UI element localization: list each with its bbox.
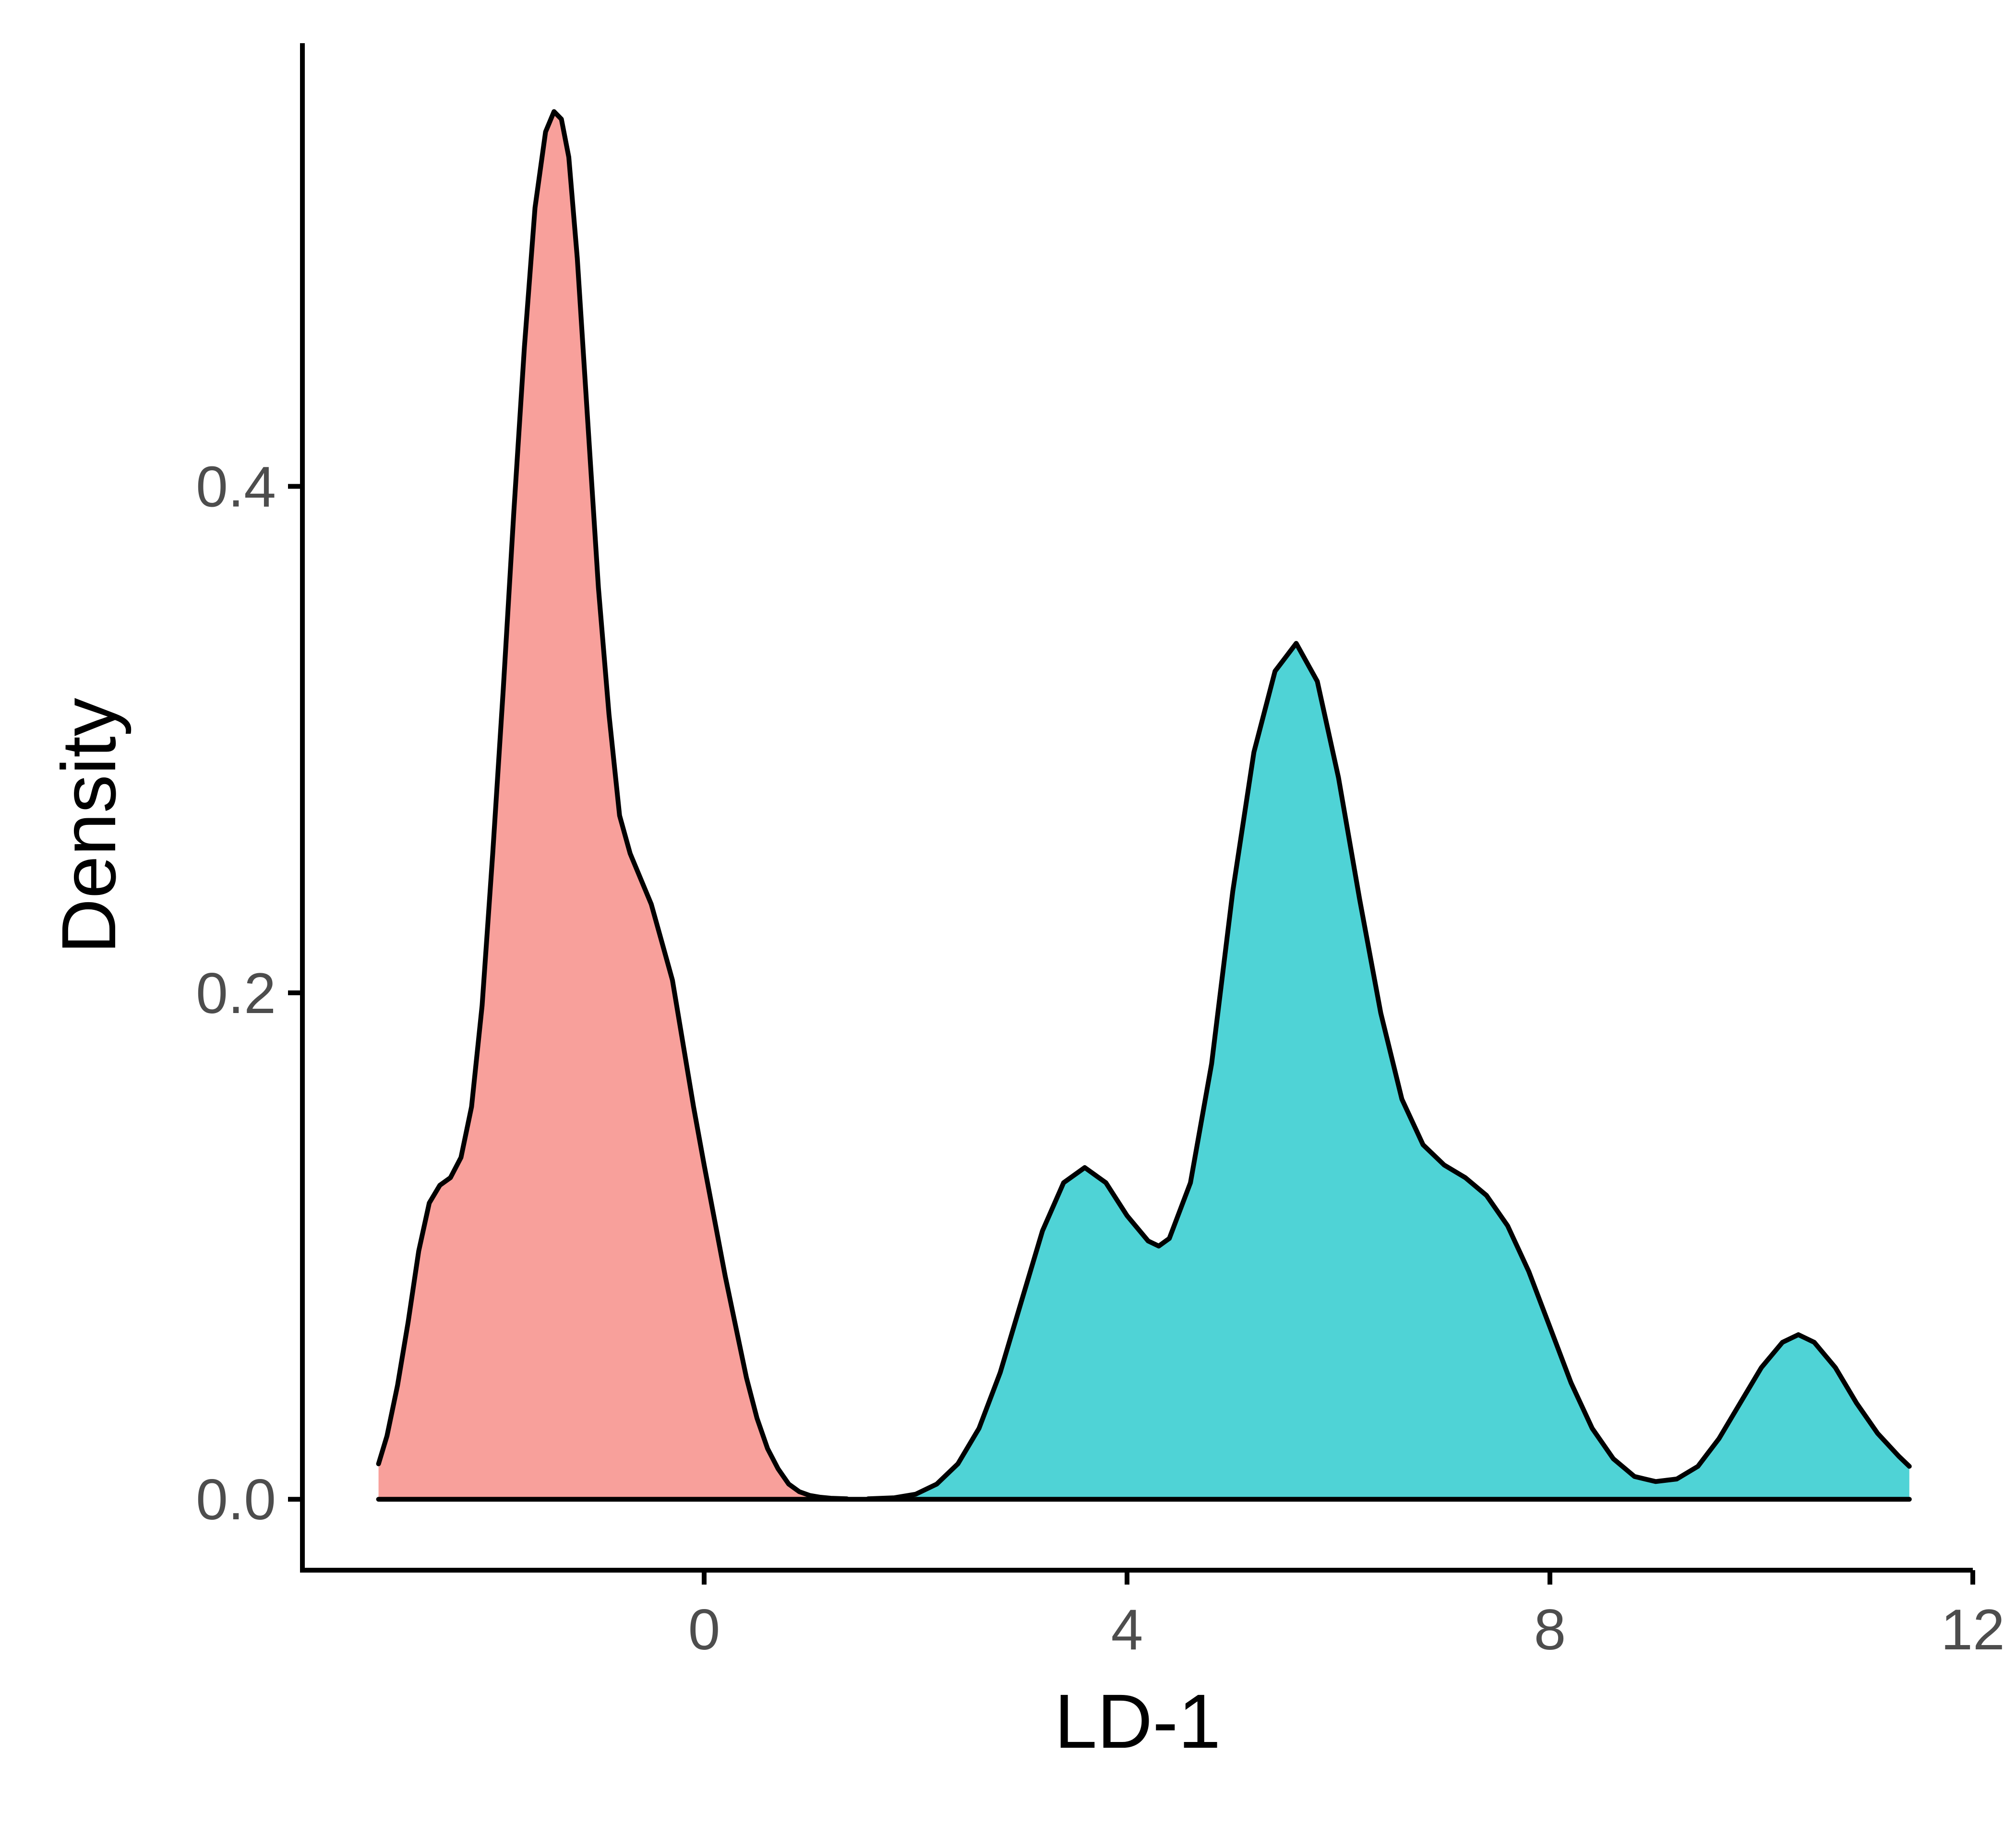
- y-tick-label: 0.4: [196, 454, 276, 519]
- y-tick-label: 0.2: [196, 961, 276, 1026]
- density-area-1: [378, 111, 847, 1500]
- density-curve-2: [865, 641, 1912, 1502]
- y-tick-label: 0.0: [196, 1467, 276, 1532]
- x-tick-label: 0: [688, 1598, 720, 1662]
- density-lines: [376, 109, 1912, 1502]
- x-axis-ticks: 0 4 8 12: [688, 1570, 2005, 1662]
- density-areas: [378, 111, 1909, 1500]
- x-tick-label: 4: [1111, 1598, 1143, 1662]
- y-axis-title: Density: [46, 698, 132, 954]
- y-axis-ticks: 0.0 0.2 0.4: [196, 454, 302, 1532]
- x-tick-label: 12: [1941, 1598, 2004, 1662]
- density-curve-1: [376, 109, 850, 1502]
- x-tick-label: 8: [1534, 1598, 1566, 1662]
- x-axis-title: LD-1: [1055, 1678, 1221, 1764]
- density-area-2: [868, 643, 1909, 1500]
